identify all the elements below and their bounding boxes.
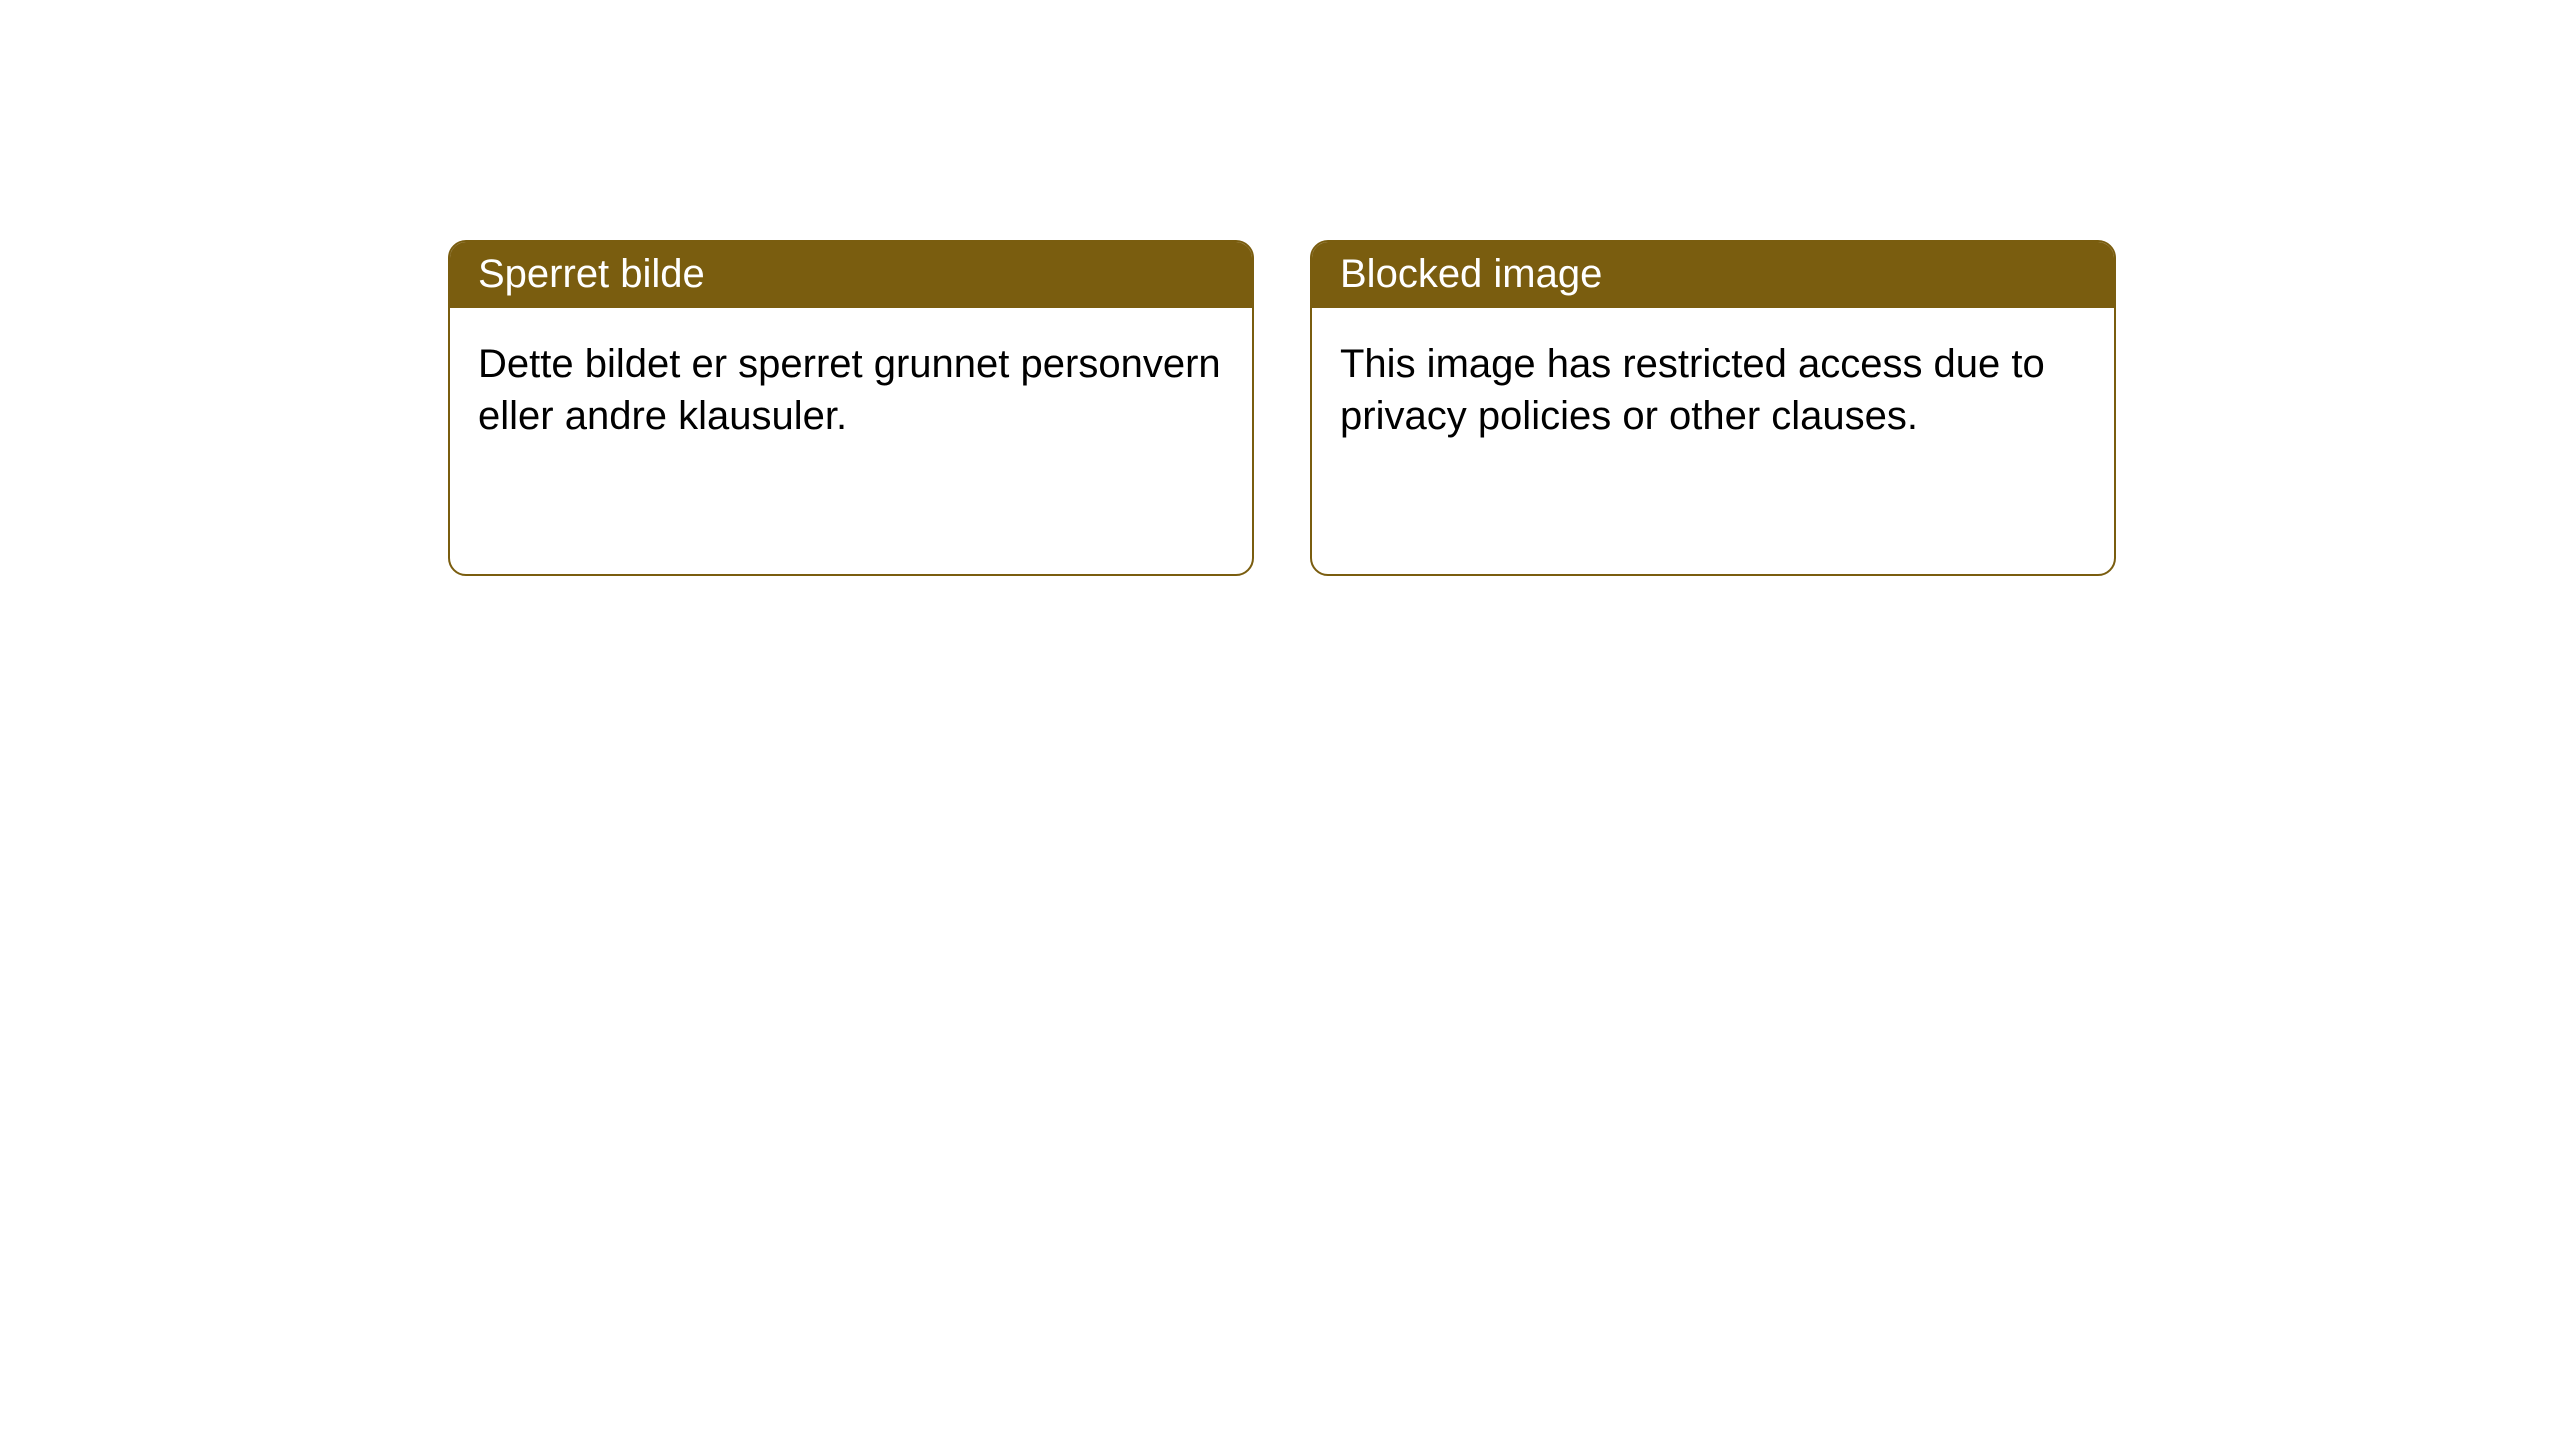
notice-body-english: This image has restricted access due to … [1312,308,2114,472]
notice-container: Sperret bilde Dette bildet er sperret gr… [0,0,2560,576]
notice-card-norwegian: Sperret bilde Dette bildet er sperret gr… [448,240,1254,576]
notice-title-english: Blocked image [1312,242,2114,308]
notice-body-norwegian: Dette bildet er sperret grunnet personve… [450,308,1252,472]
notice-title-norwegian: Sperret bilde [450,242,1252,308]
notice-card-english: Blocked image This image has restricted … [1310,240,2116,576]
